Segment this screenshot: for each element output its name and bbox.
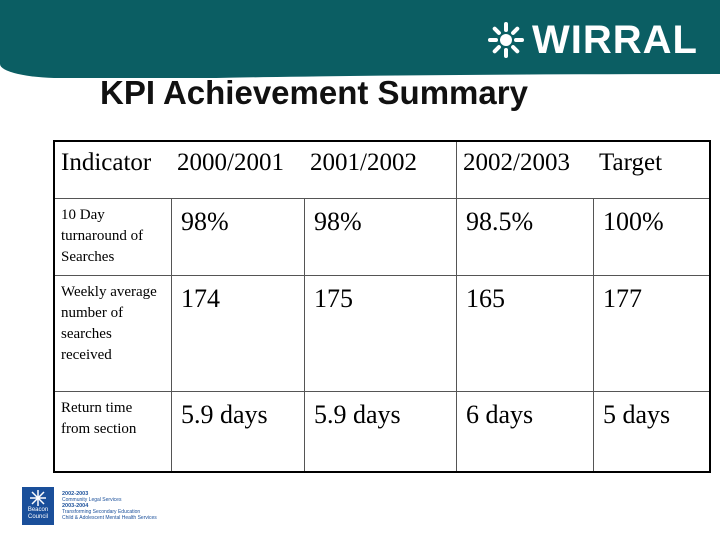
header-2001-2002: 2001/2002: [304, 142, 456, 199]
logo-text: WIRRAL: [532, 18, 698, 62]
header-2000-2001: 2000/2001: [171, 142, 304, 199]
row-label-turnaround: 10 Day turnaround of Searches: [61, 207, 144, 265]
beacon-star-icon: [30, 490, 46, 506]
cell-return-target: 5 days: [593, 391, 709, 471]
cell-turnaround-2002-2003: 98.5%: [456, 199, 593, 275]
cell-weekly-target: 177: [593, 275, 709, 391]
cell-weekly-2001-2002: 175: [304, 275, 456, 391]
cell-turnaround-2000-2001: 98%: [171, 199, 304, 275]
beacon-council-badge: Beacon Council 2002-2003 Community Legal…: [22, 484, 162, 528]
cell-return-2001-2002: 5.9 days: [304, 391, 456, 471]
beacon-line: Transforming Secondary Education: [62, 509, 141, 515]
row-label-weekly-searches: Weekly average number of searches receiv…: [55, 275, 171, 391]
beacon-logo-text: Beacon Council: [27, 507, 49, 520]
header-2002-2003: 2002/2003: [456, 142, 593, 199]
row-label-return-time: Return time from section: [55, 391, 171, 471]
beacon-awards-text: 2002-2003 Community Legal Services 2003-…: [62, 491, 157, 521]
cell-return-2002-2003: 6 days: [456, 391, 593, 471]
cell-turnaround-target: 100%: [593, 199, 709, 275]
beacon-line: 2003-2004: [62, 503, 89, 509]
cell-turnaround-2001-2002: 98%: [304, 199, 456, 275]
beacon-council-logo: Beacon Council: [22, 487, 54, 525]
wirral-flower-icon: [488, 22, 525, 58]
cell-return-2000-2001: 5.9 days: [171, 391, 304, 471]
beacon-line: 2002-2003: [62, 491, 89, 497]
header-indicator: Indicator: [55, 142, 171, 199]
beacon-line: Child & Adolescent Mental Health Service…: [62, 515, 157, 521]
beacon-line: Community Legal Services: [62, 497, 122, 503]
cell-weekly-2002-2003: 165: [456, 275, 593, 391]
cell-weekly-2000-2001: 174: [171, 275, 304, 391]
wirral-logo: WIRRAL: [486, 18, 698, 62]
header-band: [0, 0, 720, 88]
page-title: KPI Achievement Summary: [100, 74, 528, 111]
header-target: Target: [593, 142, 709, 199]
kpi-table: Indicator 2000/2001 2001/2002 2002/2003 …: [53, 140, 711, 473]
